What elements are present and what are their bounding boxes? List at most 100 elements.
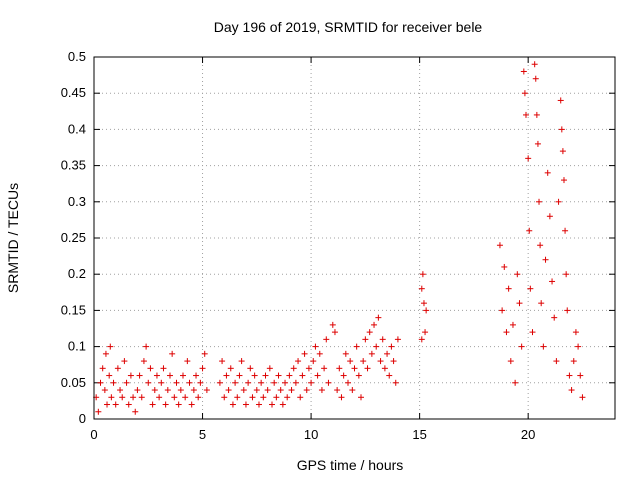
data-point [559, 148, 566, 155]
data-point [501, 263, 508, 270]
y-tick-label: 0.3 [68, 194, 86, 209]
data-point [149, 401, 156, 408]
data-point [203, 387, 210, 394]
data-point [507, 358, 514, 365]
data-point [366, 329, 373, 336]
data-point [223, 372, 230, 379]
data-point [238, 358, 245, 365]
data-point [566, 372, 573, 379]
data-point [201, 350, 208, 357]
data-point [282, 379, 289, 386]
data-point [153, 372, 160, 379]
y-tick-label: 0.2 [68, 266, 86, 281]
data-point [329, 321, 336, 328]
data-point [379, 336, 386, 343]
data-point [308, 379, 315, 386]
data-point [534, 140, 541, 147]
data-point [269, 401, 276, 408]
data-point [134, 387, 141, 394]
data-point [536, 198, 543, 205]
data-point [255, 401, 262, 408]
data-point [521, 90, 528, 97]
y-tick-label: 0.35 [61, 158, 86, 173]
data-point [364, 365, 371, 372]
data-point [551, 314, 558, 321]
data-point [373, 343, 380, 350]
data-point [509, 321, 516, 328]
data-point [121, 358, 128, 365]
data-point [321, 365, 328, 372]
data-point [175, 401, 182, 408]
data-point [526, 227, 533, 234]
y-tick-label: 0.05 [61, 375, 86, 390]
data-point [125, 401, 132, 408]
y-tick-label: 0.5 [68, 49, 86, 64]
data-point [177, 387, 184, 394]
data-point [258, 379, 265, 386]
data-point [130, 394, 137, 401]
data-point [505, 285, 512, 292]
data-point [512, 379, 519, 386]
data-point [390, 358, 397, 365]
data-point [147, 365, 154, 372]
data-point [532, 75, 539, 82]
data-point [143, 343, 150, 350]
data-point [221, 394, 228, 401]
data-point [106, 372, 113, 379]
data-point [164, 387, 171, 394]
data-point [418, 285, 425, 292]
data-point [117, 387, 124, 394]
data-point [553, 358, 560, 365]
data-point [323, 336, 330, 343]
data-point [422, 329, 429, 336]
data-point [193, 372, 200, 379]
data-point [145, 379, 152, 386]
data-point [284, 394, 291, 401]
data-point [251, 372, 258, 379]
data-point [219, 358, 226, 365]
data-point [138, 394, 145, 401]
data-point [156, 394, 163, 401]
data-point [419, 271, 426, 278]
data-point [299, 372, 306, 379]
data-point [114, 365, 121, 372]
data-point [264, 387, 271, 394]
data-point [290, 365, 297, 372]
data-point [579, 394, 586, 401]
data-point [503, 329, 510, 336]
data-point [418, 336, 425, 343]
data-point [249, 394, 256, 401]
data-point [99, 365, 106, 372]
data-point [336, 365, 343, 372]
data-point [151, 387, 158, 394]
data-point [338, 394, 345, 401]
data-point [273, 394, 280, 401]
data-point [292, 379, 299, 386]
data-point [522, 111, 529, 118]
data-point [342, 350, 349, 357]
data-point [564, 307, 571, 314]
data-point [384, 350, 391, 357]
data-point [557, 97, 564, 104]
data-point [262, 372, 269, 379]
data-point [314, 372, 321, 379]
data-point [184, 358, 191, 365]
data-point [303, 387, 310, 394]
x-tick-label: 0 [90, 427, 97, 442]
data-point [316, 350, 323, 357]
data-point [355, 372, 362, 379]
data-point [225, 387, 232, 394]
data-point [570, 358, 577, 365]
data-point [544, 169, 551, 176]
data-point [97, 379, 104, 386]
data-point [377, 358, 384, 365]
data-point [362, 336, 369, 343]
data-point [394, 336, 401, 343]
data-point [136, 372, 143, 379]
points-group [93, 61, 586, 415]
data-point [349, 387, 356, 394]
data-point [140, 358, 147, 365]
data-point [108, 394, 115, 401]
data-point [186, 379, 193, 386]
data-point [310, 358, 317, 365]
